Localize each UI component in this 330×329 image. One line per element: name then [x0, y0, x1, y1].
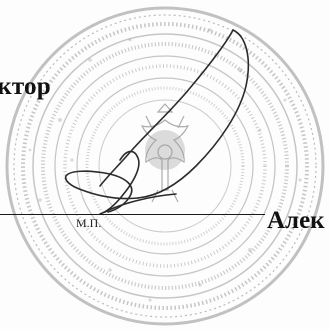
role-label: ектор: [0, 73, 51, 100]
signature-line: [0, 214, 265, 215]
name-label: Алек: [267, 207, 325, 234]
seal-caption: М.П.: [76, 216, 102, 230]
handwritten-signature: [64, 29, 250, 215]
